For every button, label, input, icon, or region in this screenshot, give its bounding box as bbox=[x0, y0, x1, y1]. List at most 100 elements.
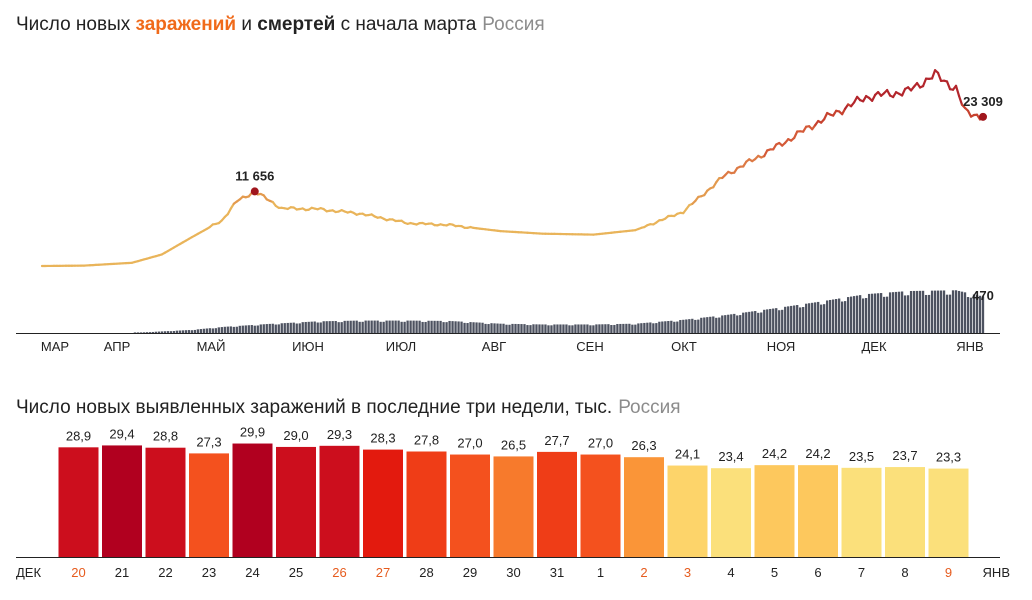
deaths-bar bbox=[322, 321, 325, 333]
deaths-bar bbox=[499, 323, 502, 333]
deaths-bar bbox=[532, 324, 535, 333]
deaths-bar bbox=[688, 319, 691, 334]
deaths-bar bbox=[160, 331, 164, 333]
deaths-bar bbox=[334, 321, 337, 333]
deaths-bar bbox=[721, 315, 724, 333]
deaths-bar bbox=[646, 322, 649, 333]
deaths-bar bbox=[277, 324, 280, 333]
deaths-bar bbox=[808, 303, 811, 333]
deaths-bar bbox=[232, 326, 235, 333]
daily-bar bbox=[928, 468, 969, 557]
daily-bar-value: 27,0 bbox=[588, 436, 613, 451]
deaths-bar bbox=[781, 309, 784, 333]
daily-bar bbox=[885, 467, 925, 557]
daily-bar-value: 24,2 bbox=[805, 446, 830, 461]
daily-bar-value: 28,8 bbox=[153, 429, 178, 444]
deaths-bar bbox=[709, 316, 712, 333]
deaths-bar bbox=[957, 290, 961, 333]
daily-bar bbox=[102, 445, 142, 557]
deaths-bar bbox=[544, 324, 547, 333]
deaths-bar bbox=[718, 317, 721, 333]
deaths-bar bbox=[622, 323, 625, 333]
deaths-bar bbox=[463, 322, 466, 333]
daily-bar-value: 27,0 bbox=[457, 436, 482, 451]
deaths-bar bbox=[259, 324, 262, 333]
day-tick-label: 24 bbox=[245, 565, 259, 580]
deaths-bar bbox=[673, 321, 676, 333]
deaths-bar bbox=[664, 321, 667, 333]
deaths-bar bbox=[574, 324, 577, 333]
deaths-bar bbox=[610, 325, 613, 333]
deaths-bar bbox=[562, 324, 565, 333]
deaths-bar bbox=[844, 301, 847, 333]
deaths-bar bbox=[820, 304, 823, 333]
day-tick-label: 5 bbox=[771, 565, 778, 580]
infections-line-segment bbox=[936, 71, 943, 83]
infections-line-segment bbox=[945, 80, 952, 91]
deaths-bar bbox=[403, 321, 406, 333]
deaths-bar bbox=[703, 317, 706, 333]
deaths-bar bbox=[640, 323, 643, 333]
deaths-bar bbox=[900, 291, 904, 333]
deaths-bar bbox=[262, 324, 265, 333]
deaths-bar bbox=[343, 320, 346, 333]
daily-bar bbox=[580, 454, 621, 557]
deaths-bar bbox=[619, 323, 622, 333]
deaths-bar bbox=[169, 331, 173, 333]
infections-line-segment bbox=[921, 77, 928, 88]
deaths-bar bbox=[142, 332, 146, 333]
chart1-region: Россия bbox=[482, 14, 545, 35]
daily-bar bbox=[450, 454, 490, 557]
deaths-bar bbox=[915, 290, 919, 333]
deaths-bar bbox=[349, 320, 352, 333]
deaths-bar bbox=[676, 321, 679, 333]
deaths-bar bbox=[205, 328, 208, 333]
chart1-title-deaths: смертей bbox=[257, 14, 336, 35]
month-tick-label: АВГ bbox=[482, 339, 506, 354]
day-tick-label: 26 bbox=[332, 565, 346, 580]
deaths-bar bbox=[790, 305, 793, 333]
deaths-bar bbox=[547, 325, 550, 333]
deaths-bar bbox=[805, 303, 808, 333]
deaths-bars bbox=[133, 290, 985, 334]
deaths-bar bbox=[139, 332, 143, 333]
deaths-bar bbox=[202, 328, 205, 333]
daily-bar-value: 27,3 bbox=[196, 434, 221, 449]
deaths-bar bbox=[625, 323, 628, 333]
deaths-bar bbox=[193, 329, 196, 333]
deaths-bar bbox=[643, 322, 646, 333]
day-tick-label: 20 bbox=[71, 565, 85, 580]
deaths-bar bbox=[745, 312, 748, 333]
day-tick-label: 30 bbox=[506, 565, 520, 580]
deaths-bar bbox=[136, 332, 140, 333]
deaths-bar bbox=[328, 321, 331, 333]
deaths-bar bbox=[936, 290, 940, 333]
deaths-bar bbox=[505, 324, 508, 333]
deaths-bar bbox=[211, 328, 214, 333]
daily-bar bbox=[189, 453, 229, 557]
deaths-bar bbox=[960, 291, 964, 333]
deaths-bar bbox=[304, 321, 307, 333]
daily-bar bbox=[798, 465, 838, 557]
deaths-bar bbox=[706, 317, 709, 333]
deaths-bar bbox=[175, 330, 179, 333]
month-tick-label: ОКТ bbox=[671, 339, 697, 354]
deaths-bar bbox=[604, 324, 607, 333]
deaths-bar bbox=[769, 308, 772, 333]
deaths-bar bbox=[835, 299, 838, 333]
deaths-bar bbox=[766, 309, 769, 333]
deaths-bar bbox=[514, 323, 517, 333]
day-tick-label: 21 bbox=[115, 565, 129, 580]
daily-bar bbox=[145, 447, 186, 557]
daily-bar-value: 23,5 bbox=[849, 449, 874, 464]
deaths-bar bbox=[367, 320, 370, 333]
day-tick-label: 8 bbox=[901, 565, 908, 580]
daily-bar-value: 27,8 bbox=[414, 433, 439, 448]
deaths-bar bbox=[715, 317, 718, 333]
deaths-bar bbox=[268, 323, 271, 333]
deaths-bar bbox=[241, 325, 244, 333]
deaths-bar bbox=[442, 322, 445, 333]
deaths-bar bbox=[250, 325, 253, 333]
deaths-bar bbox=[472, 322, 475, 333]
deaths-bar bbox=[511, 323, 514, 333]
